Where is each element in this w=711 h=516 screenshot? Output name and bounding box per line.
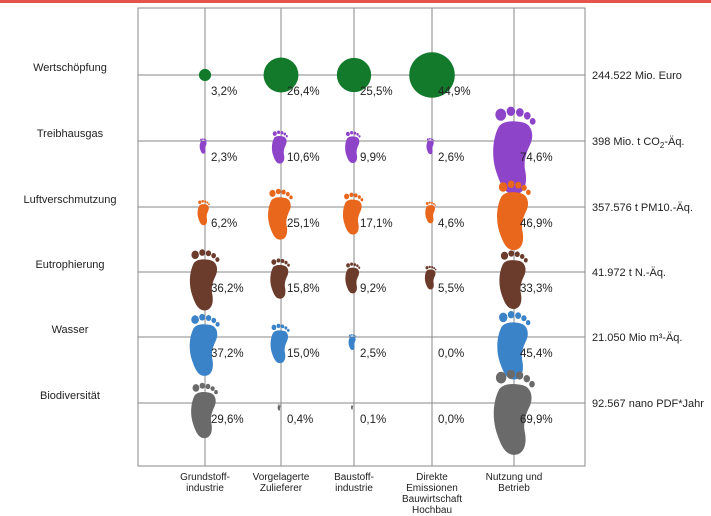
footprint-mark <box>191 382 218 439</box>
footprint-mark <box>425 201 436 224</box>
value-label: 37,2% <box>211 348 244 360</box>
footprint-mark <box>197 199 210 226</box>
footprint-mark <box>493 106 536 195</box>
row-total: 244.522 Mio. Euro <box>592 70 682 82</box>
value-label: 10,6% <box>287 152 320 164</box>
value-label: 69,9% <box>520 414 553 426</box>
value-label: 2,5% <box>360 348 386 360</box>
row-label: Biodiversität <box>40 390 100 402</box>
value-label: 6,2% <box>211 218 237 230</box>
footprint-mark <box>426 137 435 155</box>
value-label: 0,1% <box>360 414 386 426</box>
value-label: 0,0% <box>438 414 464 426</box>
grid-frame <box>137 7 586 467</box>
row-label: Eutrophierung <box>35 259 104 271</box>
footprint-mark <box>345 262 361 294</box>
value-label: 2,6% <box>438 152 464 164</box>
row-total: 92.567 nano PDF*Jahr <box>592 398 704 410</box>
row-total: 41.972 t N.-Äq. <box>592 267 666 279</box>
footprint-mark <box>268 188 293 240</box>
row-total: 398 Mio. t CO2-Äq. <box>592 136 685 150</box>
row-total: 357.576 t PM10.-Äq. <box>592 202 693 214</box>
footprint-mark <box>342 192 364 235</box>
value-circle <box>263 57 299 93</box>
value-label: 46,9% <box>520 218 553 230</box>
value-label: 0,0% <box>438 348 464 360</box>
value-label: 5,5% <box>438 283 464 295</box>
footprint-mark <box>189 313 220 376</box>
value-label: 29,6% <box>211 414 244 426</box>
column-label: Vorgelagerte Zulieferer <box>253 472 310 494</box>
footprint-mark <box>497 311 531 380</box>
value-circle <box>336 57 372 93</box>
footprint-mark <box>499 250 528 310</box>
value-label: 36,2% <box>211 283 244 295</box>
value-label: 15,0% <box>287 348 320 360</box>
footprint-mark <box>270 323 290 364</box>
column-label: Direkte Emissionen Bauwirtschaft Hochbau <box>402 472 462 516</box>
row-total: 21.050 Mio m³-Äq. <box>592 332 682 344</box>
footprint-mark <box>350 404 354 410</box>
footprint-mark <box>345 131 361 163</box>
top-accent-bar <box>0 0 711 3</box>
footprint-mark <box>277 404 281 411</box>
value-label: 25,1% <box>287 218 320 230</box>
value-label: 3,2% <box>211 86 237 98</box>
footprint-mark <box>348 333 357 351</box>
row-label: Luftverschmutzung <box>24 194 117 206</box>
footprint-mark <box>270 258 290 299</box>
column-label: Grundstoff-industrie <box>180 472 230 494</box>
row-label: Wasser <box>52 324 89 336</box>
value-label: 74,6% <box>520 152 553 164</box>
value-label: 26,4% <box>287 86 320 98</box>
value-label: 4,6% <box>438 218 464 230</box>
value-label: 2,3% <box>211 152 237 164</box>
row-label: Wertschöpfung <box>33 62 107 74</box>
value-label: 9,2% <box>360 283 386 295</box>
column-label: Baustoff-industrie <box>334 472 374 494</box>
value-circle <box>198 68 212 82</box>
footprint-mark <box>424 265 437 290</box>
value-label: 15,8% <box>287 283 320 295</box>
column-label: Nutzung und Betrieb <box>486 472 543 494</box>
footprint-mark <box>497 180 531 251</box>
footprint-mark <box>189 249 220 311</box>
value-label: 9,9% <box>360 152 386 164</box>
footprint-mark <box>199 138 208 154</box>
value-label: 25,5% <box>360 86 393 98</box>
value-label: 45,4% <box>520 348 553 360</box>
value-label: 44,9% <box>438 86 471 98</box>
footprint-mark <box>271 130 288 164</box>
footprint-mark <box>493 369 535 455</box>
row-label: Treibhausgas <box>37 128 104 140</box>
value-label: 33,3% <box>520 283 553 295</box>
value-circle <box>409 52 455 98</box>
value-label: 17,1% <box>360 218 393 230</box>
value-label: 0,4% <box>287 414 313 426</box>
